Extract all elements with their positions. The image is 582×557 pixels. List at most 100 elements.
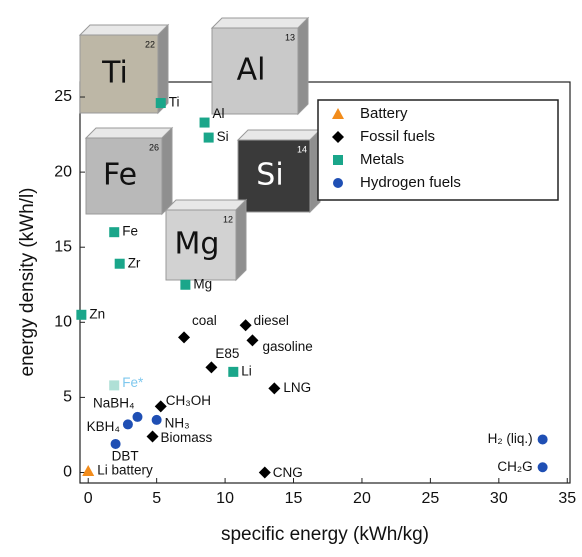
y-axis-label: energy density (kWh/l): [17, 187, 38, 376]
point-label: E85: [215, 346, 239, 361]
point: [205, 361, 218, 374]
legend-marker: [333, 155, 343, 165]
point: [537, 462, 548, 473]
legend-label: Metals: [360, 151, 404, 168]
cube-top: [84, 127, 174, 139]
cube-picture: Al 13: [210, 16, 310, 116]
cube-face: [237, 139, 311, 213]
point: [122, 419, 133, 430]
point-label: Biomass: [161, 430, 213, 445]
point-label: coal: [192, 313, 217, 328]
cube-number: 26: [149, 142, 159, 152]
cube-side: [235, 198, 247, 282]
cube-symbol: Fe: [103, 158, 137, 193]
plot-frame: [79, 81, 571, 484]
y-tick-label: 20: [54, 163, 72, 180]
point: [155, 98, 166, 109]
point-label: NaBH₄: [93, 395, 135, 410]
x-axis-label: specific energy (kWh/kg): [221, 524, 429, 545]
point: [132, 411, 143, 422]
point: [151, 414, 162, 425]
point-label: NH₃: [165, 415, 190, 430]
point: [110, 438, 121, 449]
point-label: H₂ (liq.): [488, 431, 533, 446]
x-tick-label: 10: [216, 490, 234, 507]
point-label: Li battery: [97, 463, 153, 478]
cube-top: [236, 129, 322, 141]
cube-side: [161, 126, 173, 216]
point: [76, 309, 87, 320]
cube-symbol: Al: [237, 53, 266, 88]
point-label: Zn: [89, 306, 105, 321]
cube-symbol: Ti: [101, 56, 128, 91]
point: [203, 132, 214, 143]
point-label: Zr: [128, 255, 141, 270]
cube-number: 14: [297, 144, 307, 154]
point: [199, 117, 210, 128]
y-tick-label: 0: [63, 464, 72, 481]
point-label: diesel: [254, 313, 289, 328]
cube-side: [297, 16, 309, 116]
y-tick-label: 10: [54, 314, 72, 331]
cube-picture: Ti 22: [78, 23, 170, 115]
legend-label: Hydrogen fuels: [360, 174, 461, 191]
point-label: Mg: [193, 276, 212, 291]
point-label: Fe: [122, 224, 138, 239]
cube-face: [79, 34, 159, 114]
point: [109, 227, 120, 238]
point-label: Al: [213, 106, 225, 121]
point-label: CH₂G: [497, 459, 532, 474]
x-tick-label: 0: [84, 490, 93, 507]
point: [228, 366, 239, 377]
y-tick-label: 15: [54, 238, 72, 255]
cube-symbol: Mg: [175, 227, 220, 262]
cube-face: [211, 27, 299, 115]
cube-number: 13: [285, 32, 295, 42]
point: [146, 430, 159, 443]
point: [246, 334, 259, 347]
cube-face: [165, 209, 237, 281]
x-tick-label: 15: [285, 490, 303, 507]
point-label: Li: [241, 363, 252, 378]
point: [114, 258, 125, 269]
point-label: Fe*: [122, 375, 144, 390]
legend-marker: [332, 131, 344, 143]
point-label: LNG: [283, 380, 311, 395]
point: [82, 464, 95, 476]
x-tick-label: 35: [558, 490, 576, 507]
cube-top: [210, 17, 310, 29]
point: [178, 331, 191, 344]
x-tick-label: 5: [152, 490, 161, 507]
point-label: Ti: [169, 95, 180, 110]
cube-picture: Fe 26: [84, 126, 174, 216]
x-tick-label: 20: [353, 490, 371, 507]
point-label: KBH₄: [87, 419, 120, 434]
point-label: Si: [217, 129, 229, 144]
point: [239, 319, 252, 332]
point: [258, 466, 271, 479]
y-tick-label: 25: [54, 88, 72, 105]
y-tick-label: 5: [63, 389, 72, 406]
point: [180, 279, 191, 290]
legend-label: Battery: [360, 105, 408, 122]
cube-top: [78, 24, 170, 36]
legend-box: [317, 99, 559, 201]
cube-symbol: Si: [256, 158, 283, 193]
cube-top: [164, 199, 248, 211]
point: [537, 434, 548, 445]
cube-picture: Si 14: [236, 128, 322, 214]
point-label: DBT: [112, 449, 139, 464]
point-label: CH₃OH: [166, 393, 211, 408]
legend-marker: [333, 178, 343, 188]
point-label: CNG: [273, 465, 303, 480]
point: [268, 382, 281, 395]
point-label: gasoline: [262, 339, 312, 354]
cube-number: 12: [223, 214, 233, 224]
legend-marker: [332, 108, 344, 119]
point: [154, 400, 167, 413]
x-tick-label: 25: [421, 490, 439, 507]
x-tick-label: 30: [490, 490, 508, 507]
cube-face: [85, 137, 163, 215]
